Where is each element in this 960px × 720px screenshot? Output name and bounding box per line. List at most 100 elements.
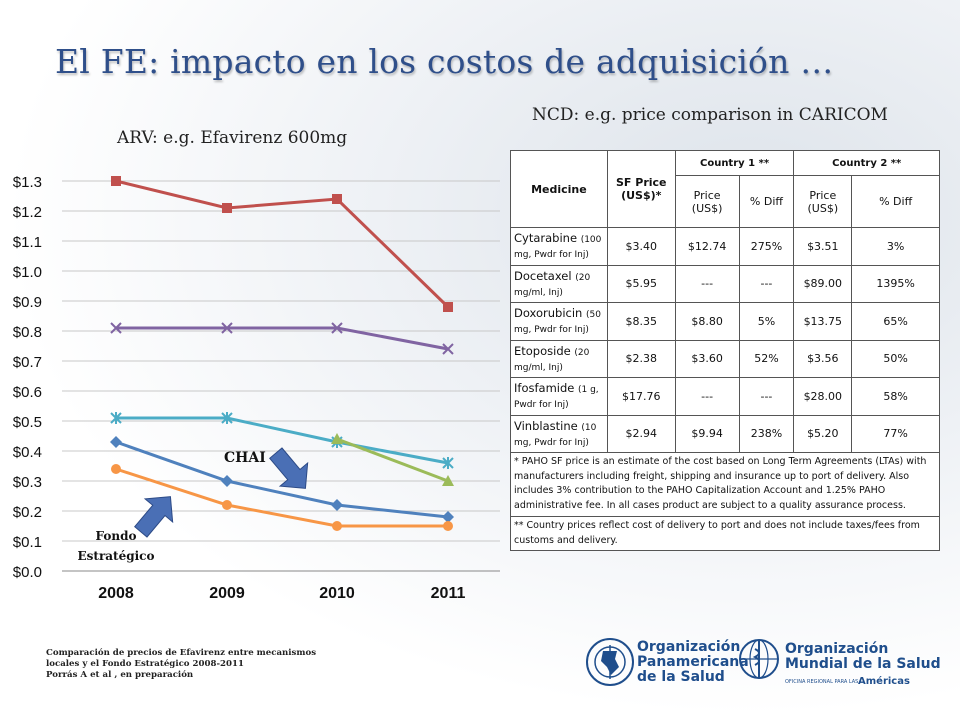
c1-price-cell: $3.60 bbox=[674, 339, 740, 378]
series-line bbox=[115, 467, 448, 528]
data-point bbox=[110, 412, 122, 424]
fondo-label: Fondo bbox=[96, 529, 137, 543]
c2-price-cell: $28.00 bbox=[793, 377, 853, 416]
header-c2-price: Price (US$) bbox=[793, 175, 853, 228]
data-point bbox=[443, 521, 453, 531]
medicine-name: Cytarabine bbox=[514, 231, 578, 245]
header-c2-diff: % Diff bbox=[851, 175, 940, 228]
series-line bbox=[115, 440, 449, 519]
data-point bbox=[443, 302, 453, 312]
table-row: Etoposide (20 mg/ml, Inj) $2.38 $3.60 52% $3… bbox=[510, 339, 940, 378]
medicine-detail: (20 mg/ml, Inj) bbox=[514, 272, 591, 298]
data-point bbox=[221, 412, 233, 424]
table-note-sf: * PAHO SF price is an estimate of the co… bbox=[510, 452, 940, 517]
c1-diff-cell: 238% bbox=[738, 414, 795, 453]
paho-name-line: de la Salud bbox=[637, 669, 725, 685]
data-point bbox=[331, 499, 343, 511]
citation-line: locales y el Fondo Estratégico 2008-2011 bbox=[46, 659, 244, 670]
y-tick-label: $0.3 bbox=[13, 474, 42, 491]
citation: Comparación de precios de Efavirenz entr… bbox=[46, 648, 336, 682]
data-point bbox=[222, 500, 232, 510]
series-line bbox=[336, 437, 449, 483]
table-row: Cytarabine (100 mg, Pwdr for Inj) $3.40 $1… bbox=[510, 227, 940, 266]
sf-price-cell: $5.95 bbox=[606, 264, 676, 303]
c2-diff-cell: 3% bbox=[851, 227, 940, 266]
who-name-line: Mundial de la Salud bbox=[785, 656, 941, 672]
price-comparison-table: Medicine SF Price (US$)* Country 1 ** Co… bbox=[510, 150, 940, 552]
series-line bbox=[116, 416, 449, 465]
c1-price-cell: $12.74 bbox=[674, 227, 740, 266]
header-c1-diff: % Diff bbox=[738, 175, 795, 228]
medicine-name: Ifosfamide bbox=[514, 381, 575, 395]
arrow-shape bbox=[269, 447, 309, 489]
x-tick-label: 2011 bbox=[431, 585, 466, 602]
who-regional-office-label: OFICINA REGIONAL PARA LAS bbox=[785, 679, 859, 685]
c1-price-cell: $9.94 bbox=[674, 414, 740, 453]
c2-price-cell: $3.56 bbox=[793, 339, 853, 378]
data-point bbox=[331, 433, 343, 444]
fondo-arrow-icon bbox=[134, 496, 174, 538]
medicine-name: Etoposide bbox=[514, 343, 571, 358]
table-row: Vinblastine (10 mg, Pwdr for Inj) $2.94 $9… bbox=[510, 414, 940, 453]
medicine-cell: Etoposide (20 mg/ml, Inj) bbox=[510, 339, 608, 378]
who-region-name: Américas bbox=[858, 676, 910, 687]
paho-name-line: Organización bbox=[637, 639, 741, 655]
sf-price-cell: $8.35 bbox=[606, 302, 676, 341]
data-point bbox=[442, 475, 454, 486]
series-line bbox=[115, 179, 450, 309]
data-point bbox=[221, 475, 233, 487]
y-tick-label: $1.1 bbox=[13, 234, 42, 251]
c1-diff-cell: 52% bbox=[738, 339, 795, 378]
y-tick-label: $1.0 bbox=[13, 264, 42, 281]
c1-diff-cell: 275% bbox=[738, 227, 795, 266]
table-note-country: ** Country prices reflect cost of delive… bbox=[510, 515, 940, 552]
data-point bbox=[222, 203, 232, 213]
x-tick-label: 2009 bbox=[209, 585, 245, 602]
paho-emblem-icon bbox=[586, 638, 634, 686]
c2-diff-cell: 65% bbox=[851, 302, 940, 341]
chai-label: CHAI bbox=[224, 450, 266, 466]
sf-price-cell: $17.76 bbox=[606, 377, 676, 416]
medicine-name: Doxorubicin bbox=[514, 306, 583, 320]
table-row: Ifosfamide (1 g, Pwdr for Inj) $17.76 --- -… bbox=[510, 377, 940, 416]
paho-name-line: Panamericana bbox=[637, 654, 749, 670]
citation-line: Comparación de precios de Efavirenz entr… bbox=[46, 648, 317, 658]
table-row: Docetaxel (20 mg/ml, Inj) $5.95 --- --- $89.… bbox=[510, 264, 940, 303]
y-tick-label: $0.4 bbox=[13, 444, 42, 461]
medicine-detail: (1 g, Pwdr for Inj) bbox=[514, 385, 599, 411]
who-emblem-icon bbox=[739, 639, 779, 679]
ncd-subtitle: NCD: e.g. price comparison in CARICOM bbox=[532, 105, 888, 125]
data-point bbox=[331, 322, 343, 334]
y-tick-label: $1.2 bbox=[13, 204, 42, 221]
chai-arrow-icon bbox=[269, 447, 309, 489]
arrow-shape bbox=[134, 496, 174, 538]
header-medicine: Medicine bbox=[510, 150, 608, 228]
data-point bbox=[442, 511, 454, 523]
data-point bbox=[111, 464, 121, 474]
x-tick-label: 2010 bbox=[319, 585, 355, 602]
data-point bbox=[332, 194, 342, 204]
header-country-1: Country 1 ** bbox=[674, 150, 795, 176]
data-point bbox=[111, 176, 121, 186]
y-tick-label: $0.9 bbox=[13, 294, 42, 311]
medicine-detail: (20 mg/ml, Inj) bbox=[514, 347, 590, 373]
x-tick-label: 2008 bbox=[98, 585, 134, 602]
medicine-cell: Doxorubicin (50 mg, Pwdr for Inj) bbox=[510, 302, 608, 341]
medicine-detail: (100 mg, Pwdr for Inj) bbox=[514, 235, 602, 261]
series-line bbox=[116, 326, 449, 351]
c2-price-cell: $89.00 bbox=[793, 264, 853, 303]
sf-price-cell: $2.94 bbox=[606, 414, 676, 453]
y-tick-label: $0.2 bbox=[13, 504, 42, 521]
c2-price-cell: $13.75 bbox=[793, 302, 853, 341]
data-point bbox=[221, 322, 233, 334]
y-tick-label: $0.7 bbox=[13, 354, 42, 371]
data-point bbox=[110, 436, 122, 448]
y-tick-label: $0.0 bbox=[13, 564, 42, 581]
arv-subtitle: ARV: e.g. Efavirenz 600mg bbox=[117, 128, 348, 148]
slide-title: El FE: impacto en los costos de adquisic… bbox=[55, 42, 834, 81]
c1-price-cell: --- bbox=[674, 377, 740, 416]
data-point bbox=[442, 343, 454, 355]
c1-price-cell: $8.80 bbox=[674, 302, 740, 341]
c2-diff-cell: 77% bbox=[851, 414, 940, 453]
data-point bbox=[442, 457, 454, 469]
